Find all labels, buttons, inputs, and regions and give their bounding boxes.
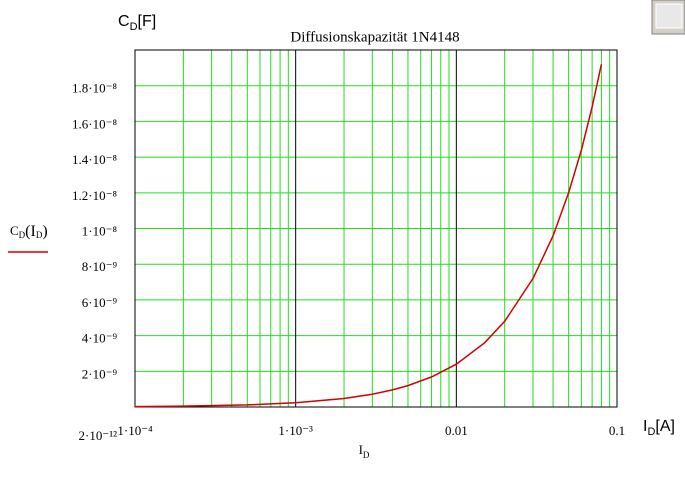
- x-tick-label: 0.01: [445, 423, 468, 438]
- y-tick-label: 1.2·10⁻⁸: [72, 188, 117, 203]
- y-tick-label: 8·10⁻⁹: [82, 259, 118, 274]
- y-tick-label: 1.6·10⁻⁸: [72, 116, 117, 131]
- y-tick-label: 2·10⁻¹²: [79, 428, 118, 443]
- data-line: [134, 64, 603, 408]
- y-tick-label: 4·10⁻⁹: [82, 331, 118, 346]
- x-tick-label: 1·10⁻³: [278, 423, 313, 438]
- plot-frame: [134, 49, 618, 408]
- button-face: [655, 3, 683, 29]
- x-tick-label: 1·10⁻⁴: [117, 423, 153, 438]
- y-tick-label: 6·10⁻⁹: [82, 295, 118, 310]
- y-axis-label: CD[F]: [118, 13, 156, 33]
- y-tick-label: 1.4·10⁻⁸: [72, 152, 117, 167]
- y-tick-label: 2·10⁻⁹: [82, 366, 118, 381]
- x-axis-label: ID: [359, 442, 370, 460]
- x-unit-label: ID[A]: [643, 418, 675, 438]
- chart-title: Diffusionskapazität 1N4148: [290, 29, 459, 45]
- y-tick-label: 1.8·10⁻⁸: [72, 81, 117, 96]
- legend-label: CD(ID): [10, 223, 48, 240]
- x-tick-label: 0.1: [609, 423, 625, 438]
- y-tick-label: 1·10⁻⁸: [82, 224, 118, 239]
